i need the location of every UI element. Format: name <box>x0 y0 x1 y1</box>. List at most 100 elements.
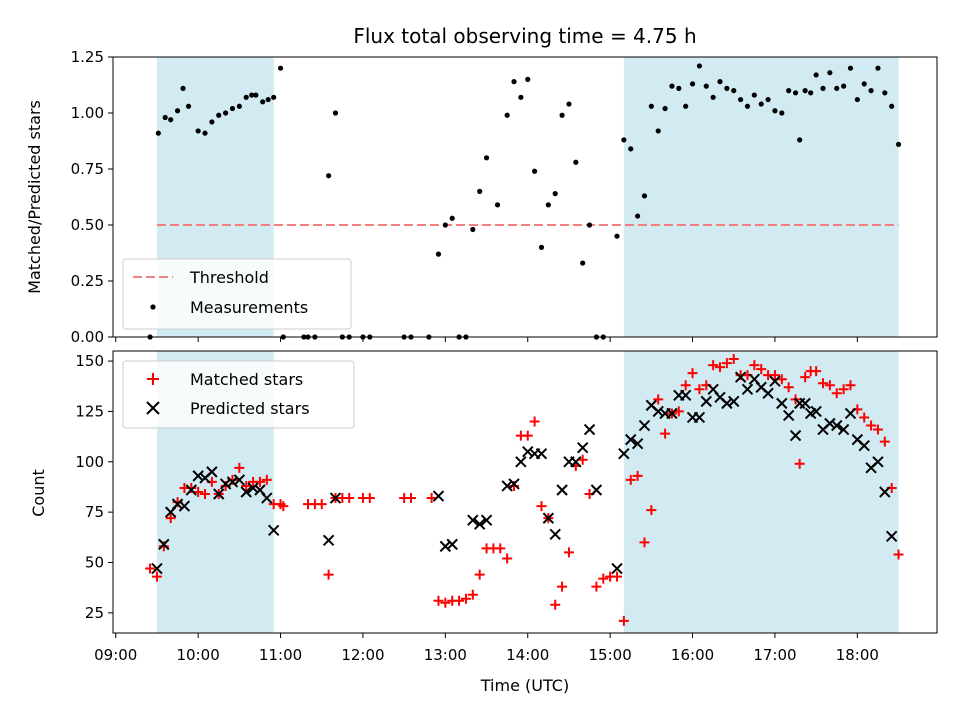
measurement-point <box>683 103 689 109</box>
measurement-point <box>676 85 682 91</box>
matched-star-point <box>323 569 334 580</box>
predicted-stars-points <box>151 371 898 575</box>
predicted-star-point <box>171 498 184 510</box>
measurement-point <box>758 101 764 107</box>
matched-star-point <box>653 394 664 405</box>
predicted-star-point <box>631 437 644 450</box>
x-tick-label: 13:00 <box>424 646 467 664</box>
matched-star-point <box>563 547 574 558</box>
measurement-point <box>648 103 654 109</box>
y-tick-label: 25 <box>85 604 104 622</box>
predicted-star-point <box>267 524 280 536</box>
predicted-star-point <box>858 439 870 452</box>
matched-star-point <box>838 384 849 395</box>
measurement-point <box>326 173 332 179</box>
x-tick-label: 10:00 <box>177 646 220 664</box>
measurement-point <box>195 128 201 134</box>
predicted-star-point <box>769 375 781 387</box>
measurement-point <box>449 215 455 221</box>
measurement-point <box>180 85 186 91</box>
y-tick-label: 1.00 <box>71 104 104 122</box>
predicted-star-point <box>467 514 479 526</box>
predicted-star-point <box>247 482 259 494</box>
predicted-star-point <box>213 488 225 500</box>
predicted-star-point <box>700 395 712 408</box>
bottom-legend-box <box>122 360 355 429</box>
predicted-star-point <box>741 383 754 395</box>
predicted-star-point <box>432 490 445 502</box>
measurement-point <box>614 233 620 239</box>
measurement-point <box>155 130 161 136</box>
measurement-point <box>229 105 236 112</box>
predicted-star-point <box>322 534 335 547</box>
legend-predicted-label: Predicted stars <box>190 399 310 418</box>
measurement-point <box>260 99 266 105</box>
predicted-star-point <box>666 407 678 420</box>
predicted-star-point <box>549 528 561 541</box>
measurement-point <box>792 90 799 96</box>
predicted-star-point <box>810 405 822 418</box>
predicted-star-point <box>885 530 898 543</box>
predicted-star-point <box>240 486 252 498</box>
matched-star-point <box>261 474 272 485</box>
measurement-point <box>586 222 593 228</box>
measurement-point <box>813 72 819 78</box>
matched-star-point <box>234 462 245 473</box>
top-measurement-points <box>147 63 902 340</box>
x-tick-label: 14:00 <box>506 646 549 664</box>
measurement-point <box>573 159 579 165</box>
matched-star-point <box>536 501 547 512</box>
matched-star-point <box>721 358 732 369</box>
measurement-point <box>861 81 867 87</box>
predicted-star-point <box>879 486 891 498</box>
measurement-point <box>808 90 814 96</box>
measurement-point <box>559 112 565 118</box>
measurement-point <box>477 188 483 194</box>
measurement-point <box>532 168 538 174</box>
measurement-point <box>731 88 737 94</box>
measurement-point <box>545 202 551 208</box>
bottom-y-axis-label: Count <box>29 469 48 517</box>
bottom-x-ticks: 09:00 10:00 11:00 12:00 13:00 14:00 15:00 16:00… <box>94 633 879 664</box>
predicted-star-point <box>522 446 534 458</box>
predicted-star-point <box>734 371 747 383</box>
predicted-star-point <box>824 417 836 430</box>
matched-star-point <box>364 493 375 504</box>
matched-star-point <box>502 553 513 564</box>
measurement-point <box>236 103 242 109</box>
matched-star-point <box>440 597 451 608</box>
top-y-ticks: 0.00 0.25 0.50 0.75 1.00 1.25 <box>71 48 113 346</box>
matched-star-point <box>893 549 904 560</box>
measurement-point <box>518 94 524 100</box>
predicted-star-point <box>652 405 664 418</box>
measurement-point <box>223 110 229 116</box>
x-tick-label: 15:00 <box>589 646 632 664</box>
top-legend-box <box>122 258 352 330</box>
matched-star-point <box>460 593 471 604</box>
measurement-point <box>470 226 476 233</box>
measurement-point <box>566 101 572 107</box>
matched-star-point <box>845 380 856 391</box>
measurement-point <box>174 108 181 114</box>
matched-star-point <box>467 589 478 600</box>
matched-star-point <box>598 573 609 584</box>
matched-star-point <box>859 412 870 423</box>
matched-star-point <box>811 366 822 377</box>
matched-star-point <box>200 489 211 500</box>
matched-star-point <box>708 360 719 371</box>
measurement-point <box>271 94 277 100</box>
bottom-legend: Matched stars Predicted stars <box>122 360 355 429</box>
measurement-point <box>442 222 448 228</box>
measurement-point <box>847 65 854 71</box>
matched-star-point <box>783 382 794 393</box>
predicted-star-point <box>721 397 733 410</box>
measurement-point <box>216 112 222 118</box>
legend-measurements-swatch <box>150 304 156 310</box>
bottom-panel: 25 50 75 100 125 150 09:00 10:00 11:00 12:00 13:0… <box>29 350 938 695</box>
measurement-point <box>802 88 808 94</box>
predicted-star-point <box>233 474 246 486</box>
measurement-point <box>277 65 284 71</box>
chart-title: Flux total observing time = 4.75 h <box>353 24 696 48</box>
matched-star-point <box>241 480 252 491</box>
measurement-point <box>504 112 510 118</box>
